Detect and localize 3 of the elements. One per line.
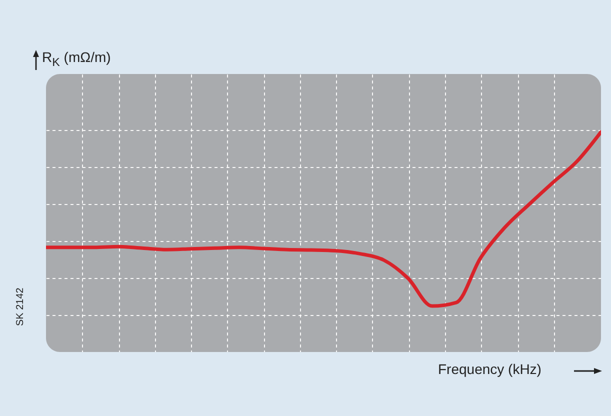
x-axis-title: Frequency (kHz) [438, 361, 542, 377]
text: SK 2142 [15, 288, 26, 326]
y-axis-title: R$_{K}$ (mΩ/m) [42, 49, 111, 69]
